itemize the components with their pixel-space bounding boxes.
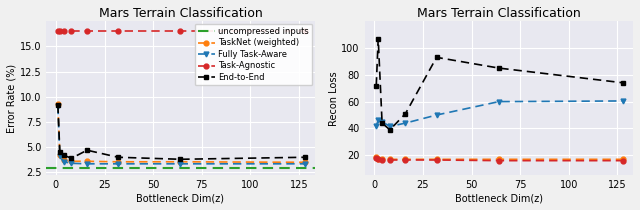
- Task-Agnostic: [177, 30, 184, 33]
- X-axis label: Bottleneck Dim(z): Bottleneck Dim(z): [136, 193, 225, 203]
- End-to-End: [60, 154, 68, 156]
- Title: Mars Terrain Classification: Mars Terrain Classification: [417, 7, 580, 20]
- TaskNet (weighted): [56, 154, 63, 156]
- Task-Agnostic: [60, 30, 68, 33]
- Line: TaskNet (weighted): TaskNet (weighted): [56, 101, 307, 165]
- TaskNet (weighted): [68, 160, 76, 163]
- TaskNet (weighted): [177, 160, 184, 163]
- Fully Task-Aware: [177, 163, 184, 165]
- Line: Task-Agnostic: Task-Agnostic: [56, 29, 307, 34]
- TaskNet (weighted): [115, 160, 122, 163]
- End-to-End: [177, 158, 184, 160]
- Fully Task-Aware: [301, 163, 308, 165]
- End-to-End: [83, 149, 91, 151]
- Line: End-to-End: End-to-End: [56, 103, 307, 161]
- Line: Fully Task-Aware: Fully Task-Aware: [56, 103, 307, 166]
- Fully Task-Aware: [115, 163, 122, 165]
- Task-Agnostic: [54, 30, 61, 33]
- uncompressed inputs: [54, 167, 61, 169]
- Task-Agnostic: [115, 30, 122, 33]
- Task-Agnostic: [83, 30, 91, 33]
- End-to-End: [56, 151, 63, 154]
- Fully Task-Aware: [54, 105, 61, 107]
- TaskNet (weighted): [60, 159, 68, 161]
- Legend: uncompressed inputs, TaskNet (weighted), Fully Task-Aware, Task-Agnostic, End-to: uncompressed inputs, TaskNet (weighted),…: [195, 24, 312, 85]
- X-axis label: Bottleneck Dim(z): Bottleneck Dim(z): [455, 193, 543, 203]
- Task-Agnostic: [301, 30, 308, 33]
- Fully Task-Aware: [60, 160, 68, 163]
- Y-axis label: Error Rate (%): Error Rate (%): [7, 64, 17, 133]
- TaskNet (weighted): [83, 160, 91, 163]
- TaskNet (weighted): [54, 102, 61, 105]
- Fully Task-Aware: [56, 155, 63, 158]
- Fully Task-Aware: [83, 163, 91, 165]
- End-to-End: [301, 156, 308, 159]
- Task-Agnostic: [68, 30, 76, 33]
- End-to-End: [54, 104, 61, 106]
- Task-Agnostic: [56, 30, 63, 33]
- Y-axis label: Recon Loss: Recon Loss: [328, 71, 339, 126]
- uncompressed inputs: [52, 167, 60, 169]
- TaskNet (weighted): [301, 161, 308, 164]
- Fully Task-Aware: [68, 162, 76, 165]
- Title: Mars Terrain Classification: Mars Terrain Classification: [99, 7, 262, 20]
- End-to-End: [115, 156, 122, 159]
- End-to-End: [68, 157, 76, 160]
